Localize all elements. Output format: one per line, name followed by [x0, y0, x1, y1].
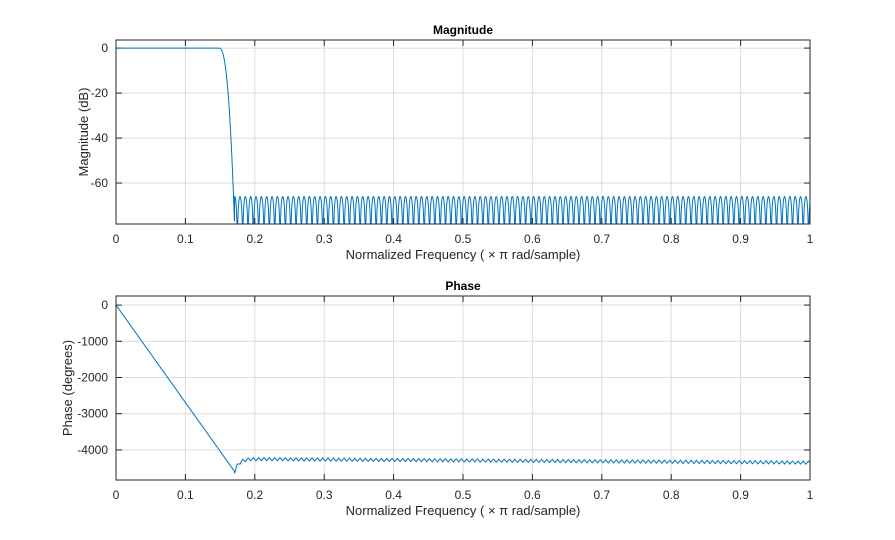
x-tick-label: 0.3: [316, 232, 333, 246]
y-axis-label: Phase (degrees): [60, 340, 75, 436]
y-tick-label: -2000: [77, 370, 108, 384]
x-tick-label: 0.8: [663, 488, 680, 502]
y-tick-label: -1000: [77, 334, 108, 348]
x-tick-label: 0.6: [524, 488, 541, 502]
x-tick-label: 0.1: [177, 232, 194, 246]
y-tick-label: -60: [91, 176, 109, 190]
subplot-phase: 0 0.1 0.2 0.3 0.4 0.5 0.6 0.7 0.8 0.9 1 0 -1000 -2000…: [60, 279, 814, 518]
series-line: [115, 304, 811, 474]
x-tick-label: 0.7: [593, 488, 610, 502]
y-axis-label: Magnitude (dB): [76, 88, 91, 177]
x-tick-label: 1: [807, 232, 814, 246]
x-tick-label: 0.4: [385, 488, 402, 502]
x-tick-label: 0.8: [663, 232, 680, 246]
x-tick-label: 0: [113, 232, 120, 246]
x-axis-label: Normalized Frequency ( × π rad/sample): [346, 503, 581, 518]
y-tick-label: -40: [91, 131, 109, 145]
x-tick-label: 0.9: [732, 488, 749, 502]
subplot-magnitude: 0 0.1 0.2 0.3 0.4 0.5 0.6 0.7 0.8 0.9 10-20-40-60M…: [76, 23, 814, 262]
y-tick-label: 0: [101, 41, 108, 55]
x-tick-label: 0.9: [732, 232, 749, 246]
y-tick-label: 0: [101, 298, 108, 312]
y-tick-label: -3000: [77, 407, 108, 421]
axes-box: [115, 39, 811, 225]
y-tick-label: -4000: [77, 443, 108, 457]
chart-title: Phase: [445, 279, 481, 293]
x-tick-label: 0.5: [455, 232, 472, 246]
x-tick-label: 0.2: [246, 232, 263, 246]
x-tick-label: 0.3: [316, 488, 333, 502]
x-tick-label: 0.1: [177, 488, 194, 502]
x-tick-label: 0.2: [246, 488, 263, 502]
x-tick-label: 0: [113, 488, 120, 502]
x-tick-label: 0.4: [385, 232, 402, 246]
chart-title: Magnitude: [433, 23, 493, 37]
series-line: [116, 47, 811, 225]
y-tick-label: -20: [91, 86, 109, 100]
x-tick-label: 1: [807, 488, 814, 502]
x-axis-label: Normalized Frequency ( × π rad/sample): [346, 247, 581, 262]
x-tick-label: 0.5: [455, 488, 472, 502]
x-tick-label: 0.6: [524, 232, 541, 246]
axes-box: [115, 295, 811, 481]
x-tick-label: 0.7: [593, 232, 610, 246]
